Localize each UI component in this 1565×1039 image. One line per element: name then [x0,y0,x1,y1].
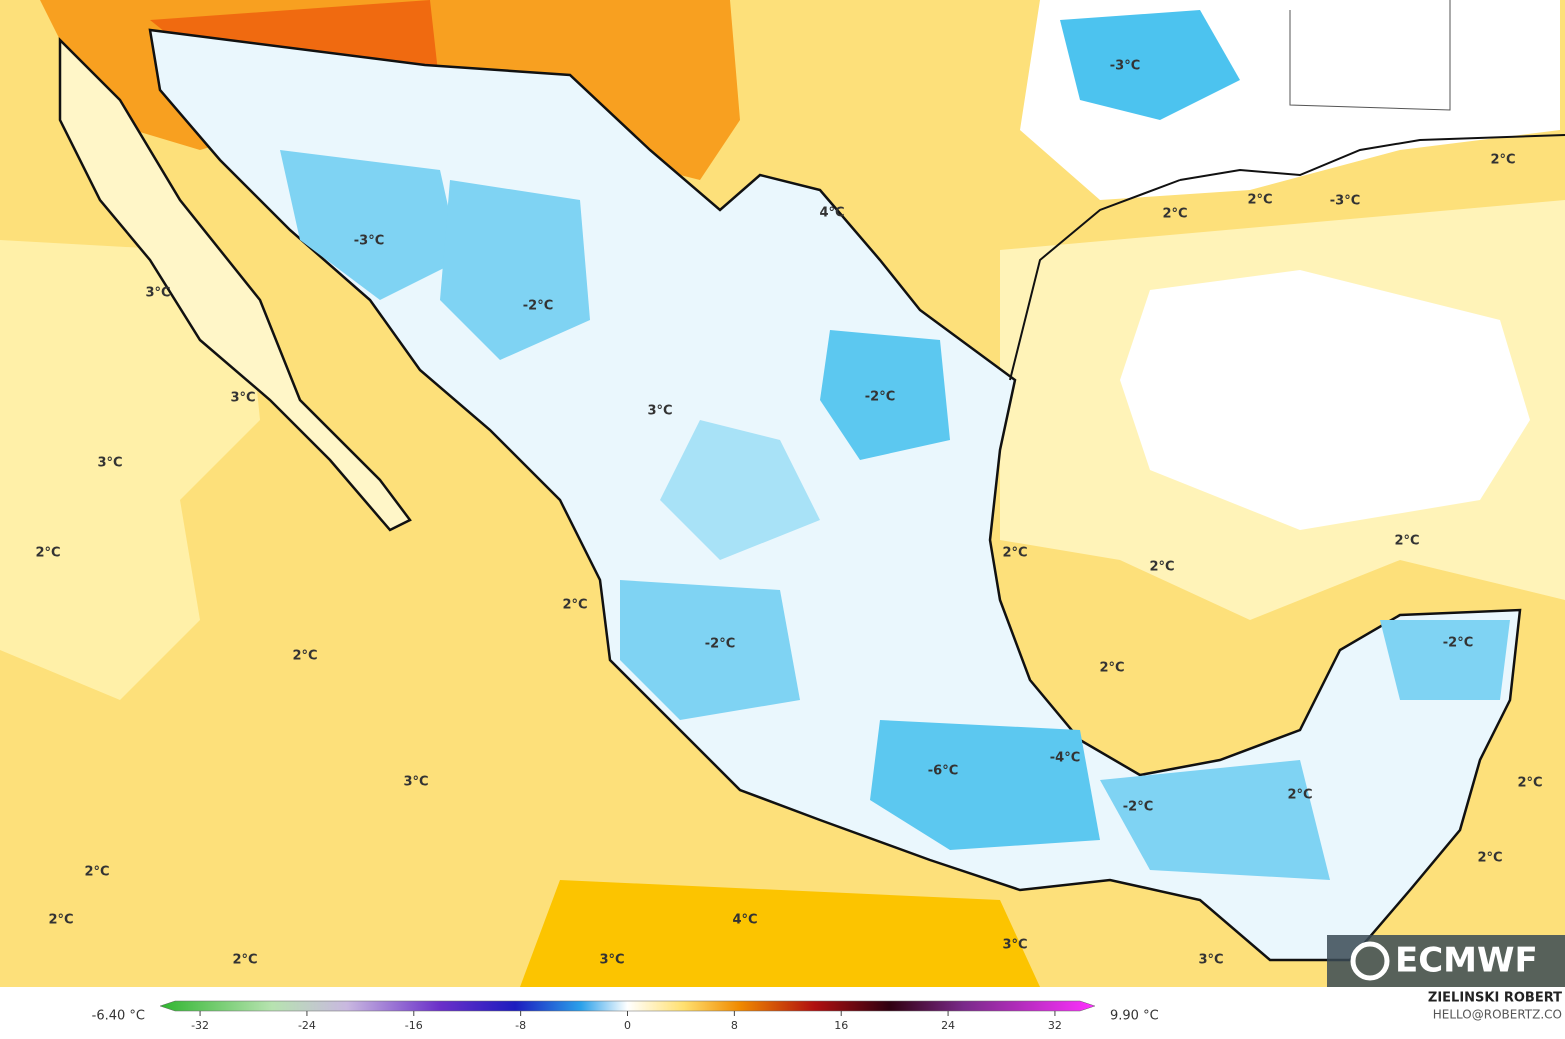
colorbar-tick-label: 24 [941,1019,955,1032]
contour-label: 2°C [1477,851,1502,866]
colorbar-tick-label: -8 [515,1019,526,1032]
colorbar-scale [159,1000,1096,1012]
baja-land [58,36,412,532]
contour-label: 2°C [1099,661,1124,676]
contour-label: 3°C [1002,938,1027,953]
cold-area [280,150,460,300]
contour-label: -3°C [354,234,384,249]
credit-name: ZIELINSKI ROBERT [1428,991,1562,1006]
contour-label: 2°C [35,546,60,561]
colorbar-tick-label: 8 [731,1019,738,1032]
cold-area [1380,620,1510,700]
logo-icon [1350,941,1390,981]
contour-label: -2°C [1443,636,1473,651]
us-coastline [1179,134,1565,181]
state-border [1289,0,1451,111]
contour-label: 2°C [1287,788,1312,803]
warm-area [0,240,260,700]
contour-label: 3°C [230,391,255,406]
cold-area [620,580,800,720]
contour-label: -4°C [1050,751,1080,766]
neutral-area [1120,270,1530,530]
colorbar: -6.40 °C 9.90 °C ZIELINSKI ROBERT HELLO@… [0,987,1565,1035]
contour-label: 3°C [647,404,672,419]
contour-label: 2°C [84,865,109,880]
cold-area [870,720,1100,850]
cold-area [820,330,950,460]
cold-area [660,420,820,560]
contour-label: 2°C [1394,534,1419,549]
us-coastline [1009,179,1181,381]
cold-area [440,180,590,360]
credit-contact: HELLO@ROBERTZ.CO [1433,1008,1562,1022]
contour-label: 2°C [1247,193,1272,208]
contour-label: 3°C [403,775,428,790]
contour-label: -2°C [865,390,895,405]
contour-label: 3°C [97,456,122,471]
contour-label: -2°C [1123,800,1153,815]
contour-label: 3°C [145,286,170,301]
contour-label: -3°C [1110,59,1140,74]
colorbar-tick-label: 32 [1048,1019,1062,1032]
contour-label: 2°C [1002,546,1027,561]
contour-label: 3°C [1198,953,1223,968]
contour-label: -3°C [1330,194,1360,209]
contour-label: 2°C [48,913,73,928]
colorbar-tick-label: -24 [298,1019,316,1032]
colorbar-tick-label: 0 [624,1019,631,1032]
contour-label: -2°C [705,637,735,652]
colorbar-tick-label: 16 [834,1019,848,1032]
logo-box: ECMWF [1327,935,1565,987]
contour-label: 3°C [599,953,624,968]
contour-labels: -3°C 2°C 4°C 2°C 2°C -3°C -3°C 3°C -2°C -2°C 3°C 3°… [35,59,1542,968]
colorbar-tick-label: -32 [191,1019,209,1032]
contour-label: 2°C [292,649,317,664]
contour-label: -6°C [928,764,958,779]
contour-label: 4°C [819,206,844,221]
cold-area [1100,760,1330,880]
contour-label: 2°C [1149,560,1174,575]
colorbar-tick-label: -16 [405,1019,423,1032]
max-label: 9.90 °C [1110,1009,1159,1024]
contour-label: 2°C [1517,776,1542,791]
contour-label: 2°C [562,598,587,613]
contour-label: 2°C [1162,207,1187,222]
min-label: -6.40 °C [92,1009,145,1024]
warm-area [520,880,1040,987]
cold-area [1060,10,1240,120]
contour-label: -2°C [523,299,553,314]
logo-text: ECMWF [1395,941,1538,981]
map [0,0,1565,987]
contour-label: 2°C [232,953,257,968]
contour-label: 4°C [732,913,757,928]
contour-label: 2°C [1490,153,1515,168]
